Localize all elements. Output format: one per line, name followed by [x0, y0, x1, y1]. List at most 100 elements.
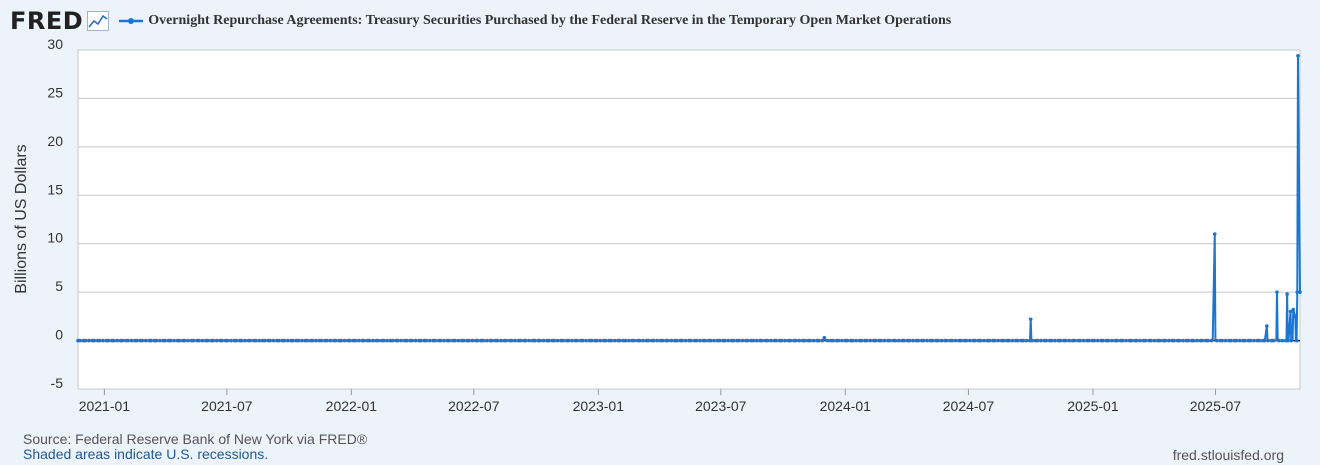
data-point[interactable]	[746, 338, 750, 343]
data-point[interactable]	[1138, 338, 1143, 343]
data-point[interactable]	[1295, 290, 1300, 294]
data-point[interactable]	[467, 338, 471, 343]
data-point[interactable]	[1087, 338, 1091, 343]
data-point[interactable]	[603, 338, 608, 343]
data-point[interactable]	[973, 338, 978, 343]
data-point[interactable]	[1263, 338, 1267, 343]
data-point[interactable]	[675, 338, 679, 343]
data-point[interactable]	[893, 338, 898, 343]
data-point[interactable]	[1223, 338, 1228, 343]
data-point[interactable]	[925, 338, 929, 343]
data-point[interactable]	[206, 338, 210, 343]
data-point[interactable]	[1053, 338, 1057, 343]
data-point[interactable]	[609, 338, 613, 343]
data-point[interactable]	[438, 338, 443, 343]
data-point[interactable]	[112, 338, 116, 343]
data-point[interactable]	[495, 338, 500, 343]
data-point[interactable]	[666, 338, 670, 343]
data-point[interactable]	[484, 338, 489, 343]
data-point[interactable]	[1277, 338, 1281, 343]
data-point[interactable]	[760, 338, 764, 343]
data-point[interactable]	[612, 338, 617, 343]
data-point[interactable]	[1058, 338, 1063, 343]
data-point[interactable]	[978, 338, 983, 343]
data-point[interactable]	[561, 338, 565, 343]
data-point[interactable]	[248, 338, 253, 343]
data-point[interactable]	[968, 338, 972, 343]
data-point[interactable]	[552, 338, 557, 343]
data-point[interactable]	[731, 338, 736, 343]
data-point[interactable]	[325, 338, 329, 343]
data-point[interactable]	[808, 338, 812, 343]
data-point[interactable]	[1293, 314, 1298, 319]
data-point[interactable]	[765, 338, 770, 343]
data-point[interactable]	[1067, 338, 1072, 343]
data-point[interactable]	[708, 338, 713, 343]
data-point[interactable]	[589, 338, 594, 343]
data-point[interactable]	[524, 338, 528, 343]
data-point[interactable]	[191, 338, 196, 343]
data-point[interactable]	[1220, 338, 1224, 343]
data-point[interactable]	[1024, 338, 1029, 343]
data-point[interactable]	[447, 338, 452, 343]
data-point[interactable]	[1106, 338, 1111, 343]
data-point[interactable]	[456, 338, 461, 343]
data-point[interactable]	[348, 338, 352, 343]
data-point[interactable]	[1158, 338, 1162, 343]
data-point[interactable]	[214, 338, 219, 343]
data-point[interactable]	[1200, 338, 1205, 343]
data-point[interactable]	[632, 338, 636, 343]
data-point[interactable]	[390, 338, 395, 343]
data-point[interactable]	[285, 338, 290, 343]
data-point[interactable]	[754, 338, 759, 343]
data-point[interactable]	[1039, 338, 1043, 343]
data-point[interactable]	[163, 338, 168, 343]
data-point[interactable]	[850, 338, 855, 343]
data-point[interactable]	[1229, 338, 1233, 343]
data-point[interactable]	[499, 338, 503, 343]
data-point[interactable]	[1237, 338, 1242, 343]
data-point[interactable]	[291, 338, 295, 343]
data-point[interactable]	[442, 338, 446, 343]
data-point[interactable]	[580, 338, 585, 343]
data-point[interactable]	[490, 338, 494, 343]
data-point[interactable]	[140, 338, 145, 343]
data-point[interactable]	[783, 338, 787, 343]
data-point[interactable]	[794, 338, 798, 343]
data-point[interactable]	[1214, 338, 1219, 343]
data-point[interactable]	[541, 338, 546, 343]
data-point[interactable]	[300, 338, 304, 343]
data-point[interactable]	[774, 338, 779, 343]
data-point[interactable]	[1007, 338, 1011, 343]
data-point[interactable]	[888, 338, 892, 343]
data-point[interactable]	[669, 338, 674, 343]
data-point[interactable]	[239, 338, 244, 343]
data-point[interactable]	[1143, 338, 1148, 343]
data-point[interactable]	[936, 338, 940, 343]
data-point[interactable]	[547, 338, 551, 343]
data-point[interactable]	[271, 338, 276, 343]
data-point[interactable]	[1129, 338, 1134, 343]
data-point[interactable]	[723, 338, 727, 343]
data-point[interactable]	[135, 338, 139, 343]
data-point[interactable]	[158, 338, 162, 343]
data-point[interactable]	[1021, 338, 1026, 343]
data-point[interactable]	[575, 338, 580, 343]
data-point[interactable]	[229, 338, 233, 343]
data-point[interactable]	[78, 338, 82, 343]
data-point[interactable]	[1124, 338, 1128, 343]
data-point[interactable]	[694, 338, 699, 343]
data-point[interactable]	[1010, 338, 1015, 343]
data-point[interactable]	[660, 338, 665, 343]
data-point[interactable]	[964, 338, 969, 343]
data-point[interactable]	[101, 338, 105, 343]
data-point[interactable]	[868, 338, 873, 343]
data-point[interactable]	[149, 338, 153, 343]
data-point[interactable]	[907, 338, 912, 343]
data-point[interactable]	[126, 338, 130, 343]
data-point[interactable]	[1289, 338, 1293, 343]
data-point[interactable]	[1001, 338, 1006, 343]
data-point[interactable]	[314, 338, 318, 343]
data-point[interactable]	[1049, 338, 1054, 343]
data-point[interactable]	[1115, 338, 1120, 343]
